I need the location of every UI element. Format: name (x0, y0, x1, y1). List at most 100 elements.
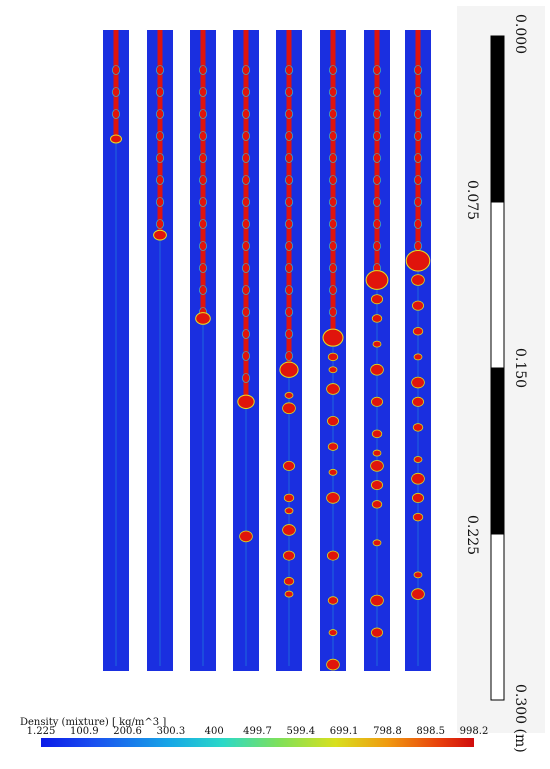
droplet (411, 396, 424, 407)
jet-bead (329, 263, 337, 273)
droplet (412, 327, 424, 336)
jet-bead (242, 307, 250, 317)
jet-bead (285, 109, 293, 119)
jet-bead (156, 219, 164, 229)
jet-bead (242, 109, 250, 119)
colorbar-tick-label: 200.6 (113, 726, 142, 737)
droplet (284, 391, 294, 399)
droplet (413, 571, 423, 579)
jet-bead (373, 109, 381, 119)
jet-bead (285, 65, 293, 75)
column-8 (405, 30, 431, 671)
jet-bead (414, 241, 422, 251)
jet-bead (285, 263, 293, 273)
jet-bead (156, 197, 164, 207)
droplet (411, 588, 425, 600)
jet-bead (373, 131, 381, 141)
jet-bead (329, 197, 337, 207)
jet-bead (285, 241, 293, 251)
scale-tick-4: 0.300 (m) (512, 684, 528, 753)
liquid-jet (113, 30, 119, 139)
droplet (411, 376, 425, 389)
scale-segment (490, 201, 505, 369)
jet-bead (199, 153, 207, 163)
jet-bead (329, 219, 337, 229)
jet-head-drop (237, 394, 255, 409)
droplet (282, 550, 295, 561)
jet-bead (199, 87, 207, 97)
column-3 (190, 30, 216, 671)
droplet (412, 512, 424, 522)
jet-bead (199, 65, 207, 75)
jet-bead (285, 175, 293, 185)
colorbar-tick-label: 1.225 (27, 726, 56, 737)
colorbar-tick-label: 898.5 (416, 726, 445, 737)
colorbar-tick-label: 499.7 (243, 726, 272, 737)
jet-bead (242, 219, 250, 229)
droplet (283, 577, 295, 586)
jet-bead (373, 153, 381, 163)
jet-bead (373, 219, 381, 229)
droplet (326, 383, 340, 395)
jet-bead (329, 65, 337, 75)
jet-bead (285, 329, 293, 339)
jet-bead (414, 197, 422, 207)
jet-head-drop (405, 249, 431, 272)
jet-bead (242, 351, 250, 361)
droplet (413, 456, 423, 463)
liquid-jet (415, 30, 421, 261)
jet-bead (373, 87, 381, 97)
jet-bead (199, 109, 207, 119)
droplet (328, 629, 338, 636)
jet-bead (242, 285, 250, 295)
droplet (328, 468, 338, 476)
jet-bead (373, 197, 381, 207)
colorbar-tick-label: 699.1 (330, 726, 359, 737)
jet-head-drop (365, 270, 389, 290)
jet-head-drop (153, 229, 167, 241)
droplet (370, 627, 383, 638)
droplet (412, 423, 424, 432)
jet-bead (242, 87, 250, 97)
jet-bead (156, 131, 164, 141)
droplet (413, 353, 423, 361)
droplet (372, 340, 382, 348)
column-7 (364, 30, 390, 671)
jet-bead (242, 197, 250, 207)
jet-bead (373, 65, 381, 75)
droplet (372, 539, 382, 547)
jet-bead (242, 241, 250, 251)
colorbar-tick-label: 599.4 (286, 726, 315, 737)
droplet (328, 366, 338, 374)
jet-bead (112, 87, 120, 97)
jet-bead (329, 87, 337, 97)
jet-columns (103, 30, 431, 671)
jet-bead (199, 285, 207, 295)
jet-bead (285, 307, 293, 317)
density-colorbar: Density (mixture) [ kg/m^3 ] 1.225 100.9 2… (20, 717, 488, 747)
jet-bead (242, 175, 250, 185)
jet-bead (112, 109, 120, 119)
droplet (284, 507, 294, 515)
column-2 (147, 30, 173, 671)
droplet (411, 492, 424, 503)
jet-head-drop (322, 328, 344, 347)
jet-bead (285, 197, 293, 207)
colorbar-tick-label: 300.3 (157, 726, 186, 737)
colorbar-tick-label: 998.2 (460, 726, 489, 737)
jet-bead (329, 153, 337, 163)
column-1 (103, 30, 129, 671)
droplet (327, 596, 339, 605)
droplet (370, 396, 383, 407)
droplet (327, 442, 339, 451)
droplet (326, 658, 340, 671)
jet-bead (414, 109, 422, 119)
droplet (282, 402, 296, 414)
jet-bead (199, 131, 207, 141)
droplet (239, 530, 253, 543)
jet-bead (329, 175, 337, 185)
scale-segment (490, 533, 505, 701)
colorbar-tick-label: 798.8 (373, 726, 402, 737)
scale-tick-2: 0.150 (512, 348, 528, 388)
